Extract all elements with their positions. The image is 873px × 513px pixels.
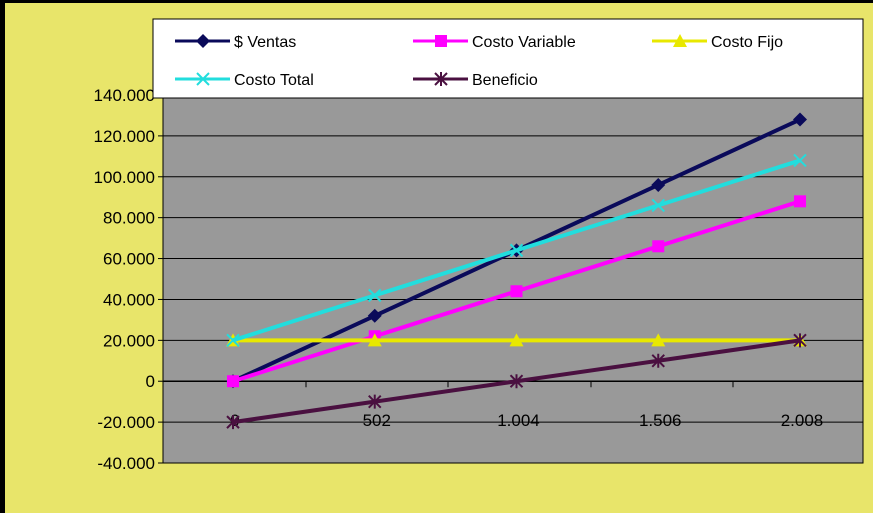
chart-left-border	[0, 0, 5, 513]
data-point	[367, 333, 382, 347]
data-point	[793, 153, 807, 168]
data-point	[651, 177, 666, 192]
data-point	[509, 333, 524, 347]
legend-item: Costo Variable	[413, 34, 576, 51]
x-tick-label: 2.008	[781, 411, 824, 430]
data-point	[651, 198, 665, 213]
plot-area	[162, 94, 864, 464]
data-point	[368, 288, 382, 303]
legend: $ Ventas Costo Variable Costo Fijo Costo To…	[152, 18, 864, 99]
legend-box	[152, 18, 864, 99]
legend-item: Beneficio	[413, 72, 538, 89]
y-tick-label: 40.000	[103, 290, 155, 309]
x-tick-label: 1.506	[639, 411, 682, 430]
data-point	[651, 333, 666, 347]
data-point	[226, 333, 240, 348]
data-point	[434, 72, 448, 86]
data-point	[793, 112, 807, 127]
legend-item: Costo Fijo	[652, 34, 783, 51]
data-point	[651, 353, 665, 368]
data-point	[509, 374, 524, 389]
legend-label: Costo Total	[234, 72, 314, 89]
y-tick-label: 80.000	[103, 209, 155, 228]
y-tick-label: 0	[146, 372, 155, 391]
legend-label: $ Ventas	[234, 34, 296, 51]
data-point	[226, 415, 240, 430]
legend-label: Beneficio	[472, 72, 538, 89]
data-point	[196, 72, 210, 86]
series-beneficio	[226, 333, 807, 430]
series-costo-total	[226, 153, 807, 348]
x-tick-label: 502	[363, 411, 391, 430]
y-tick-label: 20.000	[103, 331, 155, 350]
legend-label: Costo Fijo	[711, 34, 783, 51]
y-tick-label: 60.000	[103, 250, 155, 269]
data-point	[435, 35, 447, 47]
y-tick-label: 100.000	[94, 168, 155, 187]
data-point	[510, 285, 523, 298]
y-tick-label: 120.000	[94, 127, 155, 146]
data-point	[367, 308, 382, 323]
legend-item: $ Ventas	[175, 34, 296, 51]
data-point	[793, 333, 807, 348]
data-point	[509, 243, 524, 258]
data-point	[227, 375, 239, 388]
x-tick-label: 1.004	[497, 411, 540, 430]
data-point	[196, 34, 210, 48]
y-tick-label: -20.000	[97, 413, 155, 432]
y-tick-label: 140.000	[94, 86, 155, 105]
data-point	[368, 394, 382, 409]
y-tick-label: -40.000	[97, 454, 155, 473]
data-point	[673, 34, 687, 47]
legend-item: Costo Total	[175, 72, 314, 89]
legend-label: Costo Variable	[472, 34, 576, 51]
data-point	[794, 195, 806, 208]
chart-top-border	[0, 0, 873, 3]
data-point	[652, 240, 665, 253]
